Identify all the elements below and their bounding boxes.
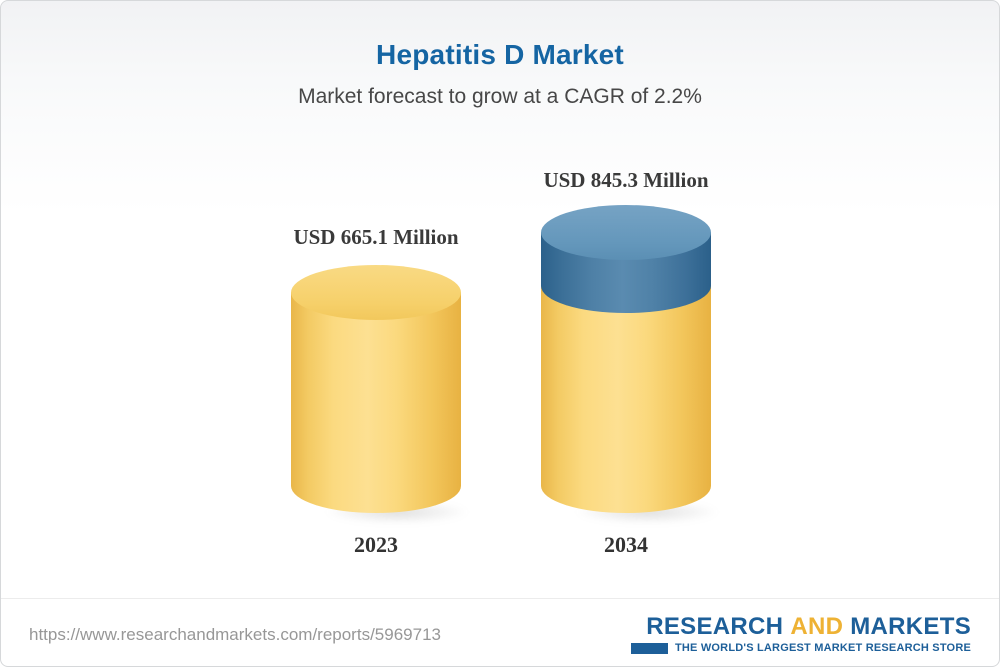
report-url-text: https://www.researchandmarkets.com/repor… [29, 625, 441, 644]
cylinder-2034-base-segment [541, 285, 711, 513]
logo-word-markets: MARKETS [850, 612, 971, 640]
logo-tagline-bar [631, 642, 668, 654]
value-label-2034: USD 845.3 Million [543, 168, 709, 192]
value-label-2023: USD 665.1 Million [293, 225, 459, 249]
logo-wordmark: RESEARCH AND MARKETS [631, 614, 971, 639]
cylinder-2023 [291, 265, 461, 513]
logo-tagline-row: THE WORLD'S LARGEST MARKET RESEARCH STOR… [631, 642, 971, 654]
cylinder-2023-body [291, 292, 461, 513]
logo-tagline: THE WORLD'S LARGEST MARKET RESEARCH STOR… [674, 642, 971, 654]
research-and-markets-logo: RESEARCH AND MARKETS THE WORLD'S LARGEST… [631, 614, 971, 654]
footer: https://www.researchandmarkets.com/repor… [1, 598, 999, 666]
axis-label-2034: 2034 [604, 532, 648, 557]
logo-word-research: RESEARCH [646, 612, 784, 640]
cylinder-2034-top-face [541, 205, 711, 260]
cylinder-2023-top-face [291, 265, 461, 320]
logo-word-and: AND [790, 612, 844, 640]
chart-title: Hepatitis D Market [376, 39, 624, 70]
chart-subtitle: Market forecast to grow at a CAGR of 2.2… [298, 85, 702, 108]
cylinder-2034 [541, 205, 711, 513]
axis-label-2023: 2023 [354, 532, 398, 557]
